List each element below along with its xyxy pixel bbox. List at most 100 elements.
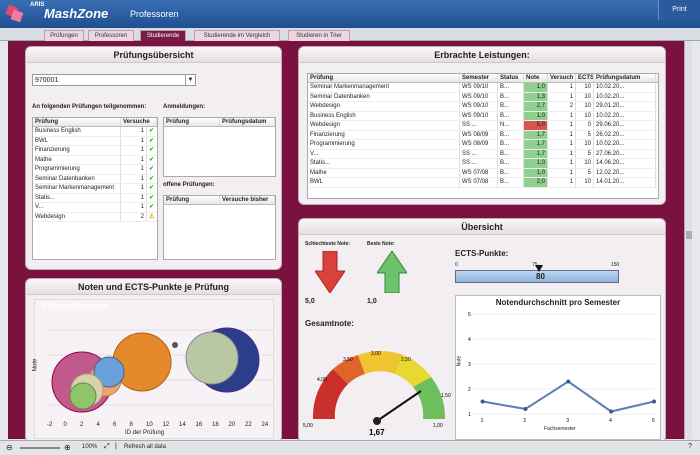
zoom-out-icon[interactable]: ⊖	[6, 443, 13, 452]
cell: 5	[576, 130, 594, 139]
col-open-exam[interactable]: Prüfung	[164, 196, 220, 204]
table-row[interactable]: Seminar Datenbanken 1 ✔	[33, 174, 157, 184]
gauge-tick: 2,50	[401, 357, 411, 363]
col-header[interactable]: Prüfung	[308, 74, 460, 82]
bubble[interactable]	[93, 356, 125, 388]
bubble-ylabel: Note	[32, 358, 39, 372]
col-header[interactable]: Status	[498, 74, 524, 82]
tab-studierende[interactable]: Studierende	[140, 30, 186, 41]
zoom-slider[interactable]	[20, 447, 60, 449]
cell: Business English	[308, 111, 460, 120]
x-tick: 4	[96, 422, 100, 428]
col-reg-date[interactable]: Prüfungsdatum	[220, 118, 275, 126]
student-select[interactable]: 970001 ▼	[32, 74, 196, 86]
fit-icon[interactable]: ⤢	[104, 443, 110, 450]
registrations-table: Prüfung Prüfungsdatum	[163, 117, 276, 177]
student-select-value: 970001	[35, 77, 59, 84]
table-row[interactable]: Programmierung WS 08/09 B... 1,7 1 10 10.02.20…	[308, 140, 658, 150]
cell: 10	[576, 102, 594, 111]
refresh-icon[interactable]: |	[115, 443, 117, 450]
bubble-xlabel: ID der Prüfung	[125, 430, 165, 436]
col-tries[interactable]: Versuche	[121, 118, 157, 126]
cell: N...	[498, 121, 524, 130]
cell: 1,3	[524, 92, 548, 101]
table-row[interactable]: V... SS ... B... 1,7 1 5 27.06.20...	[308, 149, 658, 159]
overall-grade-gauge: 5,00 4,00 3,50 3,00 2,50 1,50 1,00 1,67	[303, 351, 451, 437]
cell: Statis...	[308, 159, 460, 168]
table-header: Prüfung Semester Status Note Versuch ECTS Prüf…	[308, 74, 658, 83]
table-row[interactable]: Webdesign SS ... N... 5,0 1 0 29.06.20...	[308, 121, 658, 131]
data-point	[609, 409, 614, 414]
cell: 1	[548, 111, 576, 120]
exam-tries: 1	[121, 165, 147, 174]
cell: WS 07/08	[460, 168, 498, 177]
col-reg-exam[interactable]: Prüfung	[164, 118, 220, 126]
table-row[interactable]: Programmierung 1 ✔	[33, 165, 157, 175]
exam-overview-title: Prüfungsübersicht	[26, 47, 281, 63]
table-row[interactable]: BWL 1 ✔	[33, 136, 157, 146]
table-row[interactable]: Seminar Markenmanagement WS 09/10 B... 1,0 1…	[308, 83, 658, 93]
exam-tries: 1	[121, 127, 147, 136]
semester-average-chart: Notendurchschnitt pro Semester Note 1 2 3 4…	[455, 295, 661, 440]
chevron-down-icon[interactable]: ▼	[185, 75, 195, 85]
ects-tick: 150	[611, 262, 620, 268]
worst-grade-label: Schlechteste Note:	[305, 241, 351, 247]
tab-studierende-vergleich[interactable]: Studierende im Vergleich	[194, 30, 280, 41]
table-row[interactable]: Business English 1 ✔	[33, 127, 157, 137]
table-row[interactable]: BWL WS 07/08 B... 2,0 1 10 14.01.20...	[308, 178, 658, 188]
cell: Seminar Datenbanken	[308, 92, 460, 101]
col-header[interactable]: ECTS	[578, 74, 594, 82]
tab-studieren-trier[interactable]: Studieren in Trier	[288, 30, 350, 41]
bubble[interactable]	[69, 382, 97, 410]
grades-ects-title: Noten und ECTS-Punkte je Prüfung	[26, 279, 281, 295]
best-grade-value: 1,0	[367, 298, 377, 305]
table-row[interactable]: Seminar Markenmanagement 1 ✔	[33, 184, 157, 194]
cell: WS 08/09	[460, 140, 498, 149]
table-row[interactable]: Webdesign WS 09/10 B... 2,7 2 10 29.01.20...	[308, 102, 658, 112]
table-row[interactable]: Mathe WS 07/08 B... 1,0 1 5 12.02.20...	[308, 168, 658, 178]
tab-professoren[interactable]: Professoren	[88, 30, 134, 41]
cell: 10.02.20...	[594, 111, 656, 120]
col-header[interactable]: Versuch	[548, 74, 576, 82]
bubble[interactable]	[185, 331, 239, 385]
cell: 27.06.20...	[594, 149, 656, 158]
cell: SS ...	[460, 159, 498, 168]
table-row[interactable]: Mathe 1 ✔	[33, 155, 157, 165]
zoom-level: 100%	[82, 444, 98, 450]
table-row[interactable]: Finanzierung 1 ✔	[33, 146, 157, 156]
table-row[interactable]: Webdesign 2 ⚠	[33, 212, 157, 222]
col-header[interactable]: Prüfungsdatum	[594, 74, 656, 82]
cell: 5	[576, 168, 594, 177]
table-row[interactable]: Statis... SS ... B... 1,0 1 10 14.06.20...	[308, 159, 658, 169]
cell: 1,7	[524, 140, 548, 149]
y-tick: 4	[468, 337, 471, 343]
table-row[interactable]: Seminar Datenbanken WS 09/10 B... 1,3 1 10 10.…	[308, 92, 658, 102]
vertical-scrollbar[interactable]	[684, 41, 692, 439]
cell: B...	[498, 149, 524, 158]
x-tick: 3	[566, 418, 569, 424]
col-open-tries[interactable]: Versuche bisher	[220, 196, 275, 204]
col-header[interactable]: Semester	[460, 74, 498, 82]
y-tick: 5	[468, 312, 471, 318]
table-row[interactable]: Statis... 1 ✔	[33, 193, 157, 203]
x-tick: 6	[113, 422, 117, 428]
bubble[interactable]	[172, 342, 178, 348]
scrollbar-thumb[interactable]	[686, 231, 692, 239]
col-header[interactable]: Note	[524, 74, 548, 82]
brand-mashzone: MashZone	[44, 6, 109, 21]
exam-tries: 1	[121, 184, 147, 193]
cell: SS ...	[460, 121, 498, 130]
table-row[interactable]: V... 1 ✔	[33, 203, 157, 213]
table-row[interactable]: Business English WS 09/10 B... 1,0 1 10 10.02.…	[308, 111, 658, 121]
data-point	[523, 407, 528, 411]
tab-pruefungen[interactable]: Prüfungen	[44, 30, 84, 41]
semester-line-plot: 1 2 3 4 5 1 2 3 4 5	[468, 312, 656, 424]
semester-ylabel: Note	[456, 355, 463, 367]
print-button[interactable]: Print	[658, 0, 700, 20]
bubble[interactable]	[112, 332, 172, 392]
col-exam[interactable]: Prüfung	[33, 118, 121, 126]
table-row[interactable]: Finanzierung WS 08/09 B... 1,7 1 5 26.02.20...	[308, 130, 658, 140]
help-icon[interactable]: ?	[688, 443, 692, 450]
refresh-all-link[interactable]: Refresh all data	[124, 444, 167, 450]
zoom-in-icon[interactable]: ⊕	[64, 443, 71, 452]
